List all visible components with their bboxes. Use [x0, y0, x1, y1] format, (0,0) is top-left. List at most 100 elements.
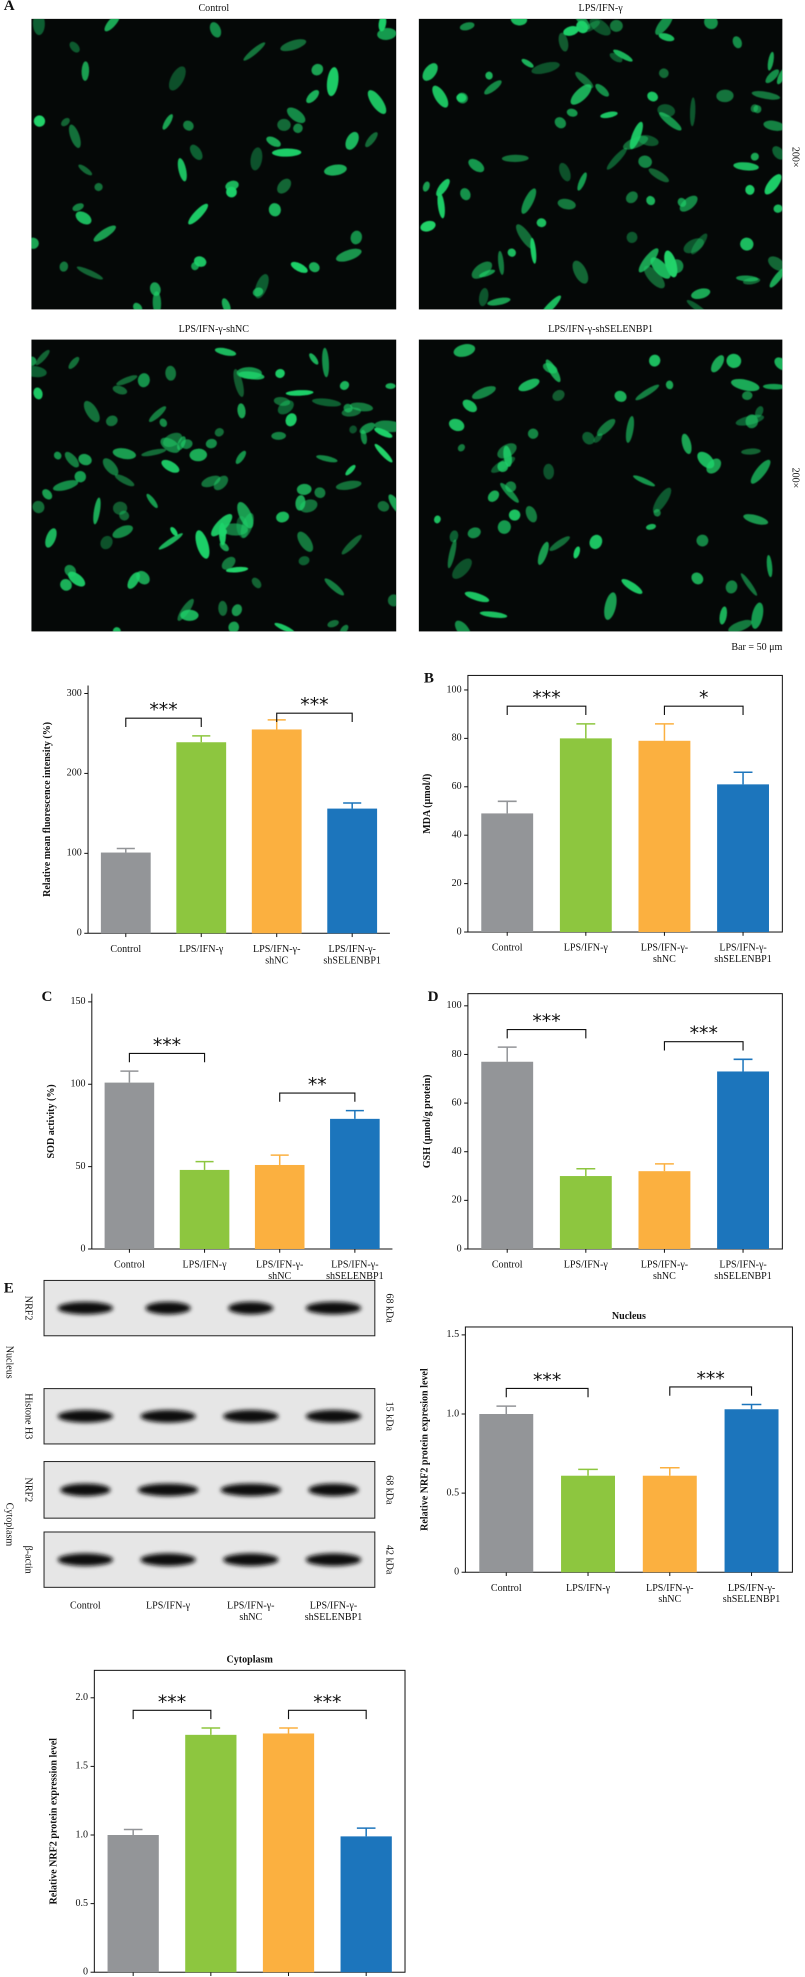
cell [706, 458, 722, 474]
cell [243, 42, 266, 61]
cell [64, 564, 77, 577]
cell [271, 431, 286, 440]
error-bar [733, 771, 753, 785]
y-axis-label: MDA (μmol/l) [422, 774, 433, 834]
x-tick-label: shSELENBP1 [723, 1594, 781, 1605]
x-tick-label: LPS/IFN-γ- [331, 1260, 378, 1271]
cell [515, 224, 535, 250]
cell [324, 578, 345, 596]
bar [107, 1835, 159, 1973]
chart-title: Nucleus [612, 1311, 646, 1322]
cell [704, 18, 718, 30]
blot-band [220, 1483, 281, 1497]
cell [189, 144, 203, 161]
cell [637, 134, 659, 147]
cell [606, 147, 628, 170]
cell [537, 541, 549, 565]
cell [773, 204, 783, 213]
cell [539, 295, 562, 310]
cell [225, 566, 249, 573]
blot-group-label: Cytoplasm [3, 1503, 14, 1547]
y-tick-label: 100 [70, 1079, 85, 1090]
chart-title: Cytoplasm [227, 1655, 274, 1666]
cell [625, 191, 638, 204]
error-bar [655, 1163, 674, 1172]
error-bar [270, 1154, 289, 1165]
cell [558, 32, 569, 52]
bar [638, 740, 691, 933]
y-tick-label: 0.5 [75, 1898, 88, 1909]
error-bar [576, 723, 596, 739]
blot-band [57, 1301, 114, 1315]
y-tick-label: 100 [67, 848, 82, 859]
cell [339, 624, 349, 632]
bar [340, 1836, 392, 1973]
cell [52, 480, 79, 491]
y-tick-label: 0 [77, 928, 82, 939]
cell [573, 546, 581, 559]
cell [94, 182, 103, 192]
cell [350, 230, 363, 245]
cell [468, 158, 485, 173]
blot-band [228, 1301, 274, 1315]
bar [251, 729, 302, 934]
cell [378, 18, 387, 32]
cell [170, 526, 178, 536]
cell [218, 600, 228, 616]
significance-bracket [505, 1387, 589, 1398]
cell [457, 444, 465, 452]
cell [293, 123, 303, 134]
blot-size-label: 68 kDa [383, 1475, 394, 1505]
bar [100, 852, 151, 934]
cell [188, 203, 209, 225]
cell [285, 413, 297, 427]
cells [420, 18, 783, 310]
cell [116, 375, 138, 386]
cell [31, 356, 37, 366]
cell [609, 19, 623, 32]
cell [32, 500, 45, 514]
cell [93, 225, 116, 242]
cell [772, 146, 783, 160]
y-tick-label: 0.5 [447, 1487, 460, 1498]
x-tick-label: LPS/IFN-γ [564, 1260, 609, 1271]
cell [235, 450, 247, 464]
cell [467, 527, 481, 539]
cell [614, 390, 627, 402]
cells [31, 18, 397, 310]
cell [453, 344, 476, 357]
cell [238, 371, 265, 380]
x-tick-label: LPS/IFN-γ [183, 1260, 228, 1271]
error-bar [578, 1468, 598, 1476]
cell [274, 622, 295, 632]
cell [600, 111, 618, 119]
error-bar [356, 1827, 376, 1837]
cell [105, 415, 118, 427]
significance-label: *** [149, 699, 177, 721]
cell [681, 433, 692, 455]
x-tick-label: LPS/IFN-γ- [641, 1260, 688, 1271]
cell [385, 383, 396, 390]
blot-band [308, 1483, 359, 1497]
cell [345, 464, 356, 476]
cell [75, 211, 92, 225]
magnification: 200× [790, 468, 801, 489]
cell [657, 104, 676, 117]
cell [285, 390, 314, 396]
cell [575, 71, 594, 89]
micrograph-title: Control [198, 3, 229, 14]
cell [570, 84, 592, 105]
cell [464, 591, 490, 603]
bar [724, 1409, 779, 1573]
cell [596, 418, 616, 437]
cell [201, 475, 221, 488]
blot-size-label: 15 kDa [383, 1402, 394, 1432]
cell [497, 250, 505, 275]
y-tick-label: 1.5 [447, 1329, 460, 1340]
cell [221, 298, 231, 310]
cell [531, 61, 560, 75]
cell [521, 188, 537, 214]
cell [311, 63, 324, 76]
micrograph-title: LPS/IFN-γ [579, 3, 624, 14]
cell [69, 41, 80, 53]
